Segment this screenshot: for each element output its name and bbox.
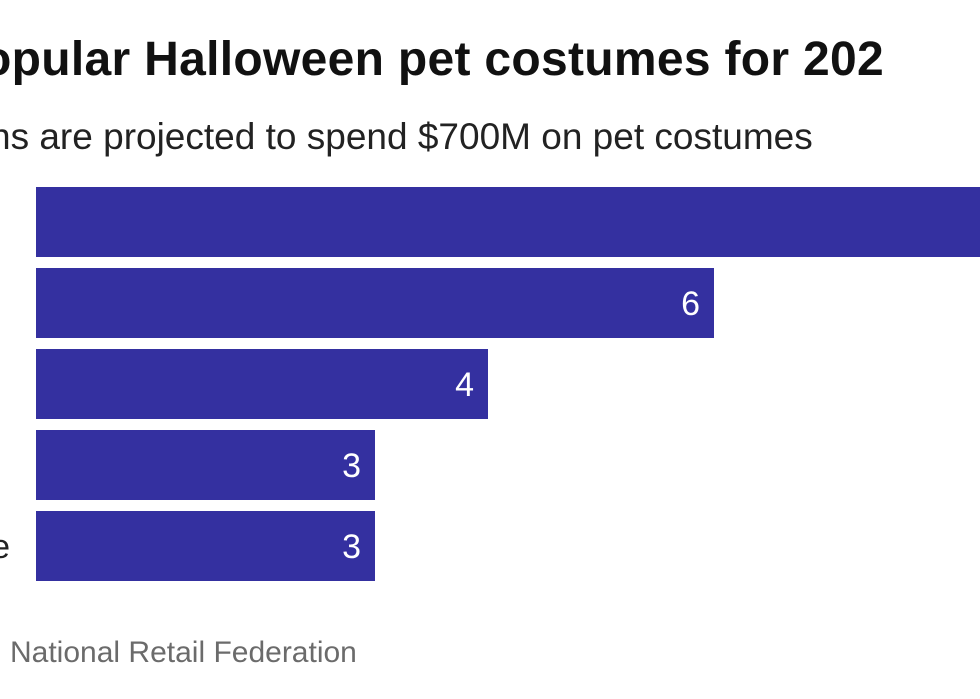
bar-0 xyxy=(36,187,980,257)
bar-value-label-1: 6 xyxy=(681,285,700,323)
bar-value-label-2: 4 xyxy=(455,366,474,404)
category-label-4: e xyxy=(0,528,10,566)
category-labels-group: e xyxy=(0,528,10,566)
source-note: National Retail Federation xyxy=(10,636,357,669)
bar-value-label-4: 3 xyxy=(342,528,361,566)
bar-4 xyxy=(36,511,375,581)
bars-group xyxy=(36,187,980,581)
value-labels-group: 106433 xyxy=(342,285,700,566)
chart-subtitle: ns are projected to spend $700M on pet c… xyxy=(0,116,813,157)
chart-title: opular Halloween pet costumes for 202 xyxy=(0,33,885,86)
bar-value-label-3: 3 xyxy=(342,447,361,485)
bar-3 xyxy=(36,430,375,500)
bar-1 xyxy=(36,268,714,338)
bar-2 xyxy=(36,349,488,419)
